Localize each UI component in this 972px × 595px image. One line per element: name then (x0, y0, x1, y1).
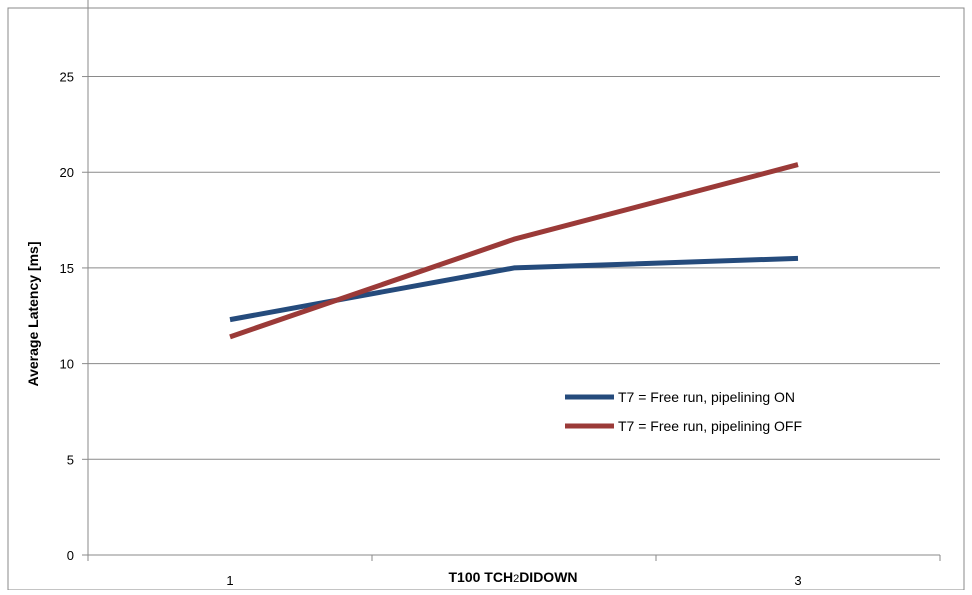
x-axis-title: T100 TCH2DIDOWN (448, 569, 577, 585)
y-axis-title: Average Latency [ms] (25, 242, 41, 387)
y-tick-label: 25 (60, 70, 74, 85)
y-tick-label: 0 (67, 548, 74, 563)
x-tick-label: 1 (226, 573, 233, 588)
x-tick-label: 3 (794, 573, 801, 588)
chart-border (8, 8, 964, 590)
y-tick-label: 5 (67, 452, 74, 467)
y-tick-label: 20 (60, 165, 74, 180)
legend-label: T7 = Free run, pipelining OFF (618, 418, 802, 434)
legend-label: T7 = Free run, pipelining ON (618, 389, 795, 405)
y-tick-label: 10 (60, 357, 74, 372)
y-tick-label: 15 (60, 261, 74, 276)
